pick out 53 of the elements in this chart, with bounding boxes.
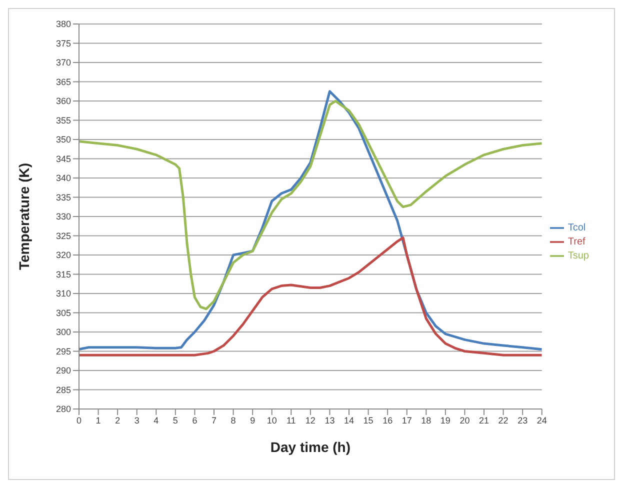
- x-tick-label: 21: [479, 415, 490, 426]
- y-tick-label: 295: [56, 346, 71, 356]
- x-tick-label: 22: [498, 415, 508, 426]
- y-tick-label: 325: [56, 230, 71, 241]
- y-tick-label: 315: [56, 269, 71, 280]
- x-tick-label: 5: [172, 415, 178, 426]
- y-tick-label: 375: [56, 38, 71, 48]
- y-tick-label: 330: [56, 212, 71, 222]
- y-axis-title: Temperature (K): [16, 162, 32, 270]
- x-tick-label: 9: [250, 415, 256, 426]
- x-tick-label: 6: [192, 415, 198, 426]
- x-tick-label: 10: [266, 415, 277, 426]
- y-tick-label: 290: [56, 366, 71, 376]
- x-tick-label: 16: [382, 415, 393, 426]
- legend-label: Tsup: [568, 250, 589, 262]
- x-tick-label: 12: [305, 415, 316, 426]
- y-tick-label: 310: [56, 288, 71, 299]
- y-tick-label: 365: [56, 76, 71, 87]
- x-tick-label: 7: [211, 415, 217, 426]
- x-tick-label: 14: [344, 415, 354, 426]
- x-tick-label: 1: [96, 415, 101, 426]
- y-tick-label: 360: [56, 96, 71, 106]
- line-series: [79, 236, 542, 356]
- y-tick-label: 355: [56, 115, 71, 126]
- y-tick-label: 285: [56, 384, 71, 395]
- x-tick-label: 23: [518, 415, 528, 426]
- y-tick-label: 280: [56, 404, 71, 414]
- legend-label: Tref: [568, 236, 586, 248]
- y-tick-label: 380: [56, 19, 71, 30]
- y-tick-label: 335: [56, 192, 71, 202]
- x-axis-title: Day time (h): [270, 439, 350, 455]
- y-tick-label: 320: [56, 250, 71, 260]
- x-tick-label: 3: [134, 415, 140, 426]
- x-tick-label: 13: [324, 415, 335, 426]
- y-tick-label: 370: [56, 58, 71, 68]
- x-tick-label: 11: [286, 415, 296, 426]
- x-tick-label: 15: [363, 415, 374, 426]
- y-tick-label: 300: [56, 327, 71, 338]
- x-tick-label: 8: [230, 415, 236, 426]
- y-tick-label: 305: [56, 308, 71, 318]
- x-tick-label: 0: [76, 415, 82, 426]
- x-tick-label: 24: [536, 415, 547, 426]
- x-tick-label: 18: [421, 415, 432, 426]
- x-tick-label: 2: [115, 415, 120, 426]
- x-tick-label: 20: [460, 415, 470, 426]
- legend-label: Tcol: [568, 222, 586, 234]
- y-tick-label: 350: [56, 134, 71, 145]
- y-tick-label: 340: [56, 173, 71, 184]
- line-series: [79, 100, 542, 310]
- x-tick-label: 4: [154, 415, 159, 426]
- y-tick-label: 345: [56, 154, 71, 164]
- x-tick-label: 19: [440, 415, 450, 426]
- x-tick-label: 17: [402, 415, 412, 426]
